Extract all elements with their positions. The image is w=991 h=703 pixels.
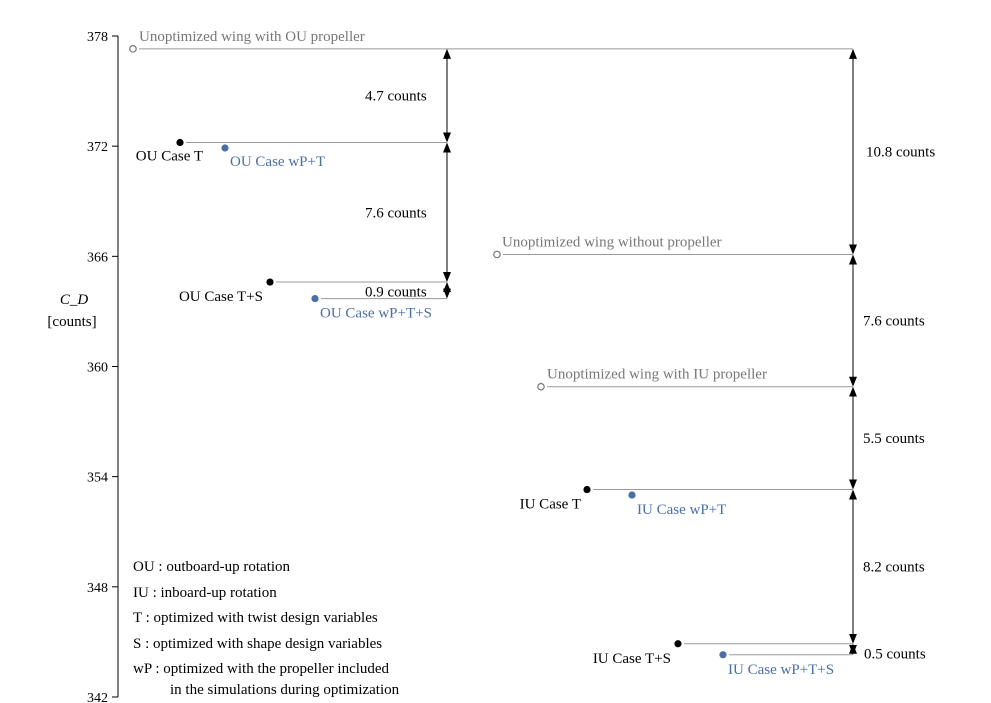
label-unoptimized-wing-with-iu-propeller: Unoptimized wing with IU propeller [547,367,767,383]
legend-item-ou: OU : outboard-up rotation [133,559,291,575]
label-iu-case-wp-t-s: IU Case wP+T+S [728,662,834,678]
point-ou-case-t-s [266,278,274,286]
legend-item-s: S : optimized with shape design variable… [133,636,382,652]
point-unoptimized-wing-without-propeller [493,250,501,259]
legend: OU : outboard-up rotation IU : inboard-u… [133,559,400,698]
y-tick-label: 378 [87,30,108,45]
point-ou-case-wp-t-s [311,294,319,303]
label-ou-case-t-s: OU Case T+S [179,289,263,305]
y-tick-label: 366 [87,250,108,265]
point-iu-case-wp-t-s [719,651,727,659]
dimension-label-4: 7.6 counts [863,314,925,330]
point-ou-case-wp-t [221,144,229,152]
y-axis-ticks: 342 348 354 360 366 372 378 [87,30,118,703]
label-iu-case-wp-t: IU Case wP+T [637,502,726,518]
dimension-label-3: 10.8 counts [866,145,935,161]
dimension-label-1: 7.6 counts [365,205,427,221]
label-iu-case-t-s: IU Case T+S [593,651,671,667]
y-axis-label: C_D [60,292,89,308]
y-axis-unit: [counts] [47,314,96,330]
label-unoptimized-wing-without-propeller: Unoptimized wing without propeller [502,234,722,250]
dimension-label-7: 0.5 counts [864,646,926,662]
dimension-label-5: 5.5 counts [863,431,925,447]
guide-lines [139,48,853,656]
dimension-label-6: 8.2 counts [863,560,925,576]
y-tick-label: 348 [87,581,108,596]
dimension-label-0: 4.7 counts [365,89,427,105]
legend-item-wp-continued: in the simulations during optimization [170,682,400,698]
point-unoptimized-wing-with-iu-propeller [537,382,545,391]
point-iu-case-t [583,485,591,494]
label-unoptimized-wing-with-ou-propeller: Unoptimized wing with OU propeller [139,29,365,45]
y-tick-label: 354 [87,471,108,486]
y-tick-label: 360 [87,361,108,376]
y-tick-label: 342 [87,691,108,703]
dimension-label-2: 0.9 counts [365,284,427,300]
y-tick-label: 372 [87,140,108,155]
point-unoptimized-wing-with-ou-propeller [129,45,137,53]
difference-annotations: 4.7 counts 7.6 counts 0.9 counts 10.8 count… [365,48,935,662]
legend-item-t: T : optimized with twist design variable… [133,610,378,626]
point-iu-case-t-s [674,640,682,648]
legend-item-iu: IU : inboard-up rotation [133,585,277,601]
point-ou-case-t [176,138,184,147]
point-labels: Unoptimized wing with OU propeller Unopti… [136,29,834,678]
label-ou-case-wp-t: OU Case wP+T [230,154,325,170]
legend-item-wp: wP : optimized with the propeller includ… [133,661,390,677]
data-points [129,45,727,659]
label-ou-case-wp-t-s: OU Case wP+T+S [320,306,432,322]
point-iu-case-wp-t [628,491,636,499]
label-iu-case-t: IU Case T [520,497,581,513]
label-ou-case-t: OU Case T [136,148,203,164]
